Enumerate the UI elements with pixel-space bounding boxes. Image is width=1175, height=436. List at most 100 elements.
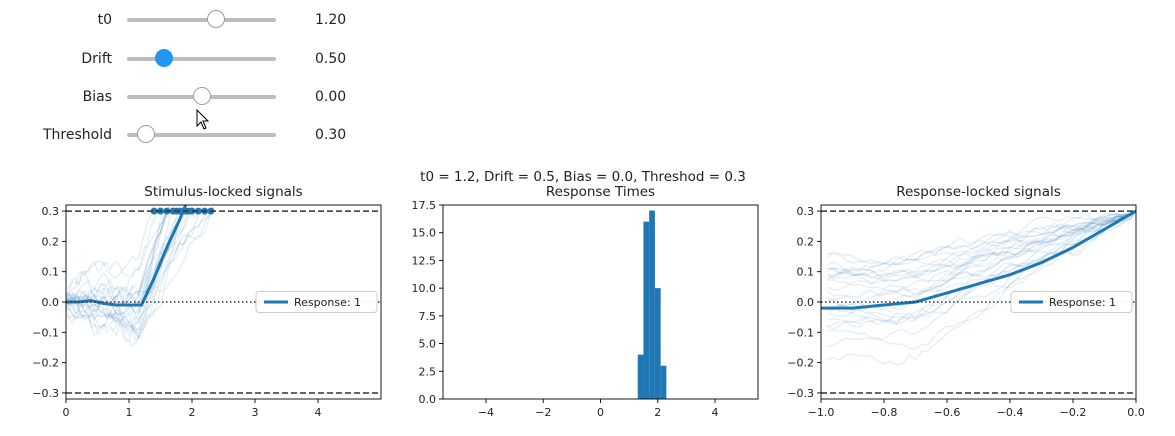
- x-tick-label: 2: [654, 406, 661, 419]
- chart-title: Response Times: [546, 184, 655, 200]
- trial-line: [827, 210, 1136, 325]
- mean-signal-line: [66, 205, 188, 307]
- y-tick-label: −0.3: [32, 387, 59, 400]
- chart-title: Response-locked signals: [896, 184, 1061, 200]
- y-tick-label: 0.0: [797, 296, 815, 309]
- trial-line: [827, 210, 1136, 279]
- slider-track-threshold[interactable]: [127, 133, 276, 137]
- chart-2: Response Times 0.0 2.5 5.0 7.5 10.0 12.5 15.0 17…: [412, 184, 759, 419]
- trial-line: [827, 210, 1136, 308]
- trial-line: [66, 208, 187, 337]
- histogram-bar: [649, 210, 655, 399]
- x-tick-label: 0: [63, 406, 70, 419]
- slider-label: t0: [97, 12, 112, 28]
- y-tick-label: 2.5: [419, 365, 437, 378]
- x-tick-label: −0.4: [997, 406, 1024, 419]
- y-tick-label: 0.1: [42, 266, 60, 279]
- x-tick-label: 0: [597, 406, 604, 419]
- histogram-bar: [637, 354, 644, 399]
- histogram-bar: [660, 365, 667, 399]
- y-tick-label: 0.2: [42, 235, 60, 248]
- trial-line: [66, 205, 155, 290]
- x-tick-label: −0.2: [1060, 406, 1087, 419]
- trial-line: [66, 205, 186, 333]
- slider-track-t0[interactable]: [127, 18, 276, 22]
- trial-line: [66, 209, 171, 337]
- trial-line: [827, 210, 1136, 303]
- x-tick-label: 3: [252, 406, 259, 419]
- legend-label: Response: 1: [1049, 296, 1116, 309]
- y-tick-label: 10.0: [412, 282, 437, 295]
- slider-value: 0.50: [315, 51, 347, 67]
- mean-signal-line: [821, 209, 1136, 310]
- y-tick-label: 12.5: [412, 254, 437, 267]
- y-tick-label: −0.2: [787, 357, 814, 370]
- axes-frame: [442, 204, 759, 400]
- y-tick-label: 0.0: [419, 393, 437, 406]
- x-tick-label: 2: [189, 406, 196, 419]
- trial-line: [66, 210, 184, 343]
- trial-line: [66, 209, 190, 347]
- trial-line: [827, 210, 1136, 265]
- trial-line: [827, 210, 1136, 291]
- trial-line: [66, 208, 212, 307]
- trial-line: [66, 207, 215, 339]
- trial-line: [66, 205, 203, 318]
- trial-line: [66, 210, 212, 334]
- slider-value: 1.20: [315, 12, 347, 28]
- trial-line: [66, 210, 165, 320]
- slider-label: Threshold: [43, 127, 112, 143]
- y-tick-label: 17.5: [412, 199, 437, 212]
- slider-row-threshold: Threshold 0.30: [0, 120, 380, 150]
- trial-line: [66, 210, 171, 311]
- legend-box: [1010, 291, 1133, 313]
- plot-area: [821, 209, 1136, 394]
- x-tick-label: 4: [712, 406, 719, 419]
- trial-line: [827, 210, 1136, 350]
- trial-line: [827, 210, 1136, 279]
- y-tick-label: 5.0: [419, 338, 437, 351]
- trial-line: [827, 210, 1136, 313]
- mouse-cursor-icon: [196, 109, 210, 130]
- y-tick-label: 7.5: [419, 310, 437, 323]
- chart-1: Stimulus-locked signals −0.3 −0.2 −0.1 0.0 0.…: [32, 184, 382, 419]
- trial-line: [827, 210, 1136, 272]
- slider-track-drift[interactable]: [127, 57, 276, 61]
- x-tick-label: 0.0: [1127, 406, 1145, 419]
- trial-line: [827, 210, 1136, 296]
- slider-thumb-drift[interactable]: [155, 49, 174, 67]
- slider-row-bias: Bias 0.00: [0, 82, 380, 112]
- trial-line: [66, 205, 215, 342]
- x-tick-label: 1: [126, 406, 133, 419]
- y-tick-label: 0.1: [797, 266, 815, 279]
- x-tick-label: −1.0: [808, 406, 835, 419]
- legend-label: Response: 1: [294, 296, 361, 309]
- slider-label: Drift: [81, 51, 112, 67]
- slider-value: 0.00: [315, 89, 347, 105]
- y-tick-label: 0.3: [42, 205, 60, 218]
- trial-line: [66, 210, 199, 321]
- slider-thumb-t0[interactable]: [207, 10, 226, 28]
- trial-line: [826, 210, 1136, 298]
- y-tick-label: −0.1: [787, 326, 814, 339]
- plot-area: [637, 210, 667, 399]
- y-tick-label: 0.2: [797, 235, 815, 248]
- histogram-bar: [654, 288, 661, 399]
- slider-thumb-threshold[interactable]: [136, 125, 155, 143]
- slider-row-drift: Drift 0.50: [0, 44, 380, 74]
- figure-suptitle: t0 = 1.2, Drift = 0.5, Bias = 0.0, Thres…: [420, 169, 746, 185]
- x-tick-label: −4: [478, 406, 494, 419]
- slider-value: 0.30: [315, 127, 347, 143]
- trial-line: [66, 206, 171, 299]
- x-tick-label: 4: [315, 406, 322, 419]
- y-tick-label: 0.0: [42, 296, 60, 309]
- slider-thumb-bias[interactable]: [192, 87, 211, 105]
- legend-box: [255, 291, 378, 313]
- y-tick-label: 15.0: [412, 227, 437, 240]
- figure-canvas: t0 = 1.2, Drift = 0.5, Bias = 0.0, Thres…: [32, 169, 1145, 419]
- trial-line: [66, 205, 187, 300]
- y-tick-label: −0.2: [32, 357, 59, 370]
- trial-line: [827, 210, 1136, 313]
- y-tick-label: −0.1: [32, 326, 59, 339]
- trial-line: [827, 210, 1136, 328]
